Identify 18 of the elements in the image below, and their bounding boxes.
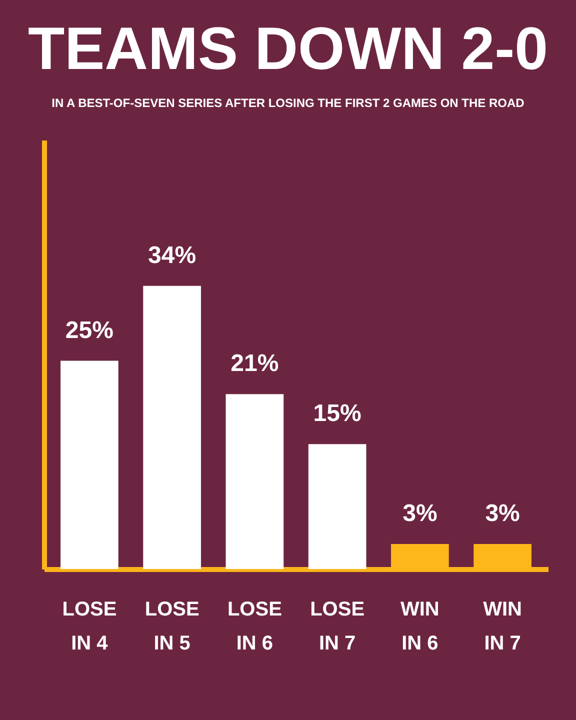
bar [308, 444, 366, 569]
x-tick-label: LOSE IN 5 [144, 598, 200, 654]
data-label: 3% [485, 500, 520, 528]
data-label: 25% [65, 316, 114, 344]
x-tick-label: WIN IN 6 [400, 598, 440, 654]
data-label: 3% [402, 500, 438, 528]
data-label: 21% [230, 350, 279, 378]
bar [60, 360, 118, 569]
x-tick-label: LOSE IN 7 [310, 598, 365, 654]
bar [226, 394, 284, 569]
bar [143, 286, 201, 569]
x-tick-label: LOSE IN 4 [62, 598, 117, 654]
data-label: 15% [313, 400, 362, 428]
data-label: 34% [148, 242, 196, 269]
x-tick-label: WIN IN 7 [483, 598, 522, 654]
chart-title: TEAMS DOWN 2-0 [28, 15, 548, 82]
chart-subtitle: IN A BEST-OF-SEVEN SERIES AFTER LOSING THE FIRST 2 GAMES ON THE ROAD [52, 96, 525, 110]
x-tick-label: LOSE IN 6 [227, 598, 282, 654]
